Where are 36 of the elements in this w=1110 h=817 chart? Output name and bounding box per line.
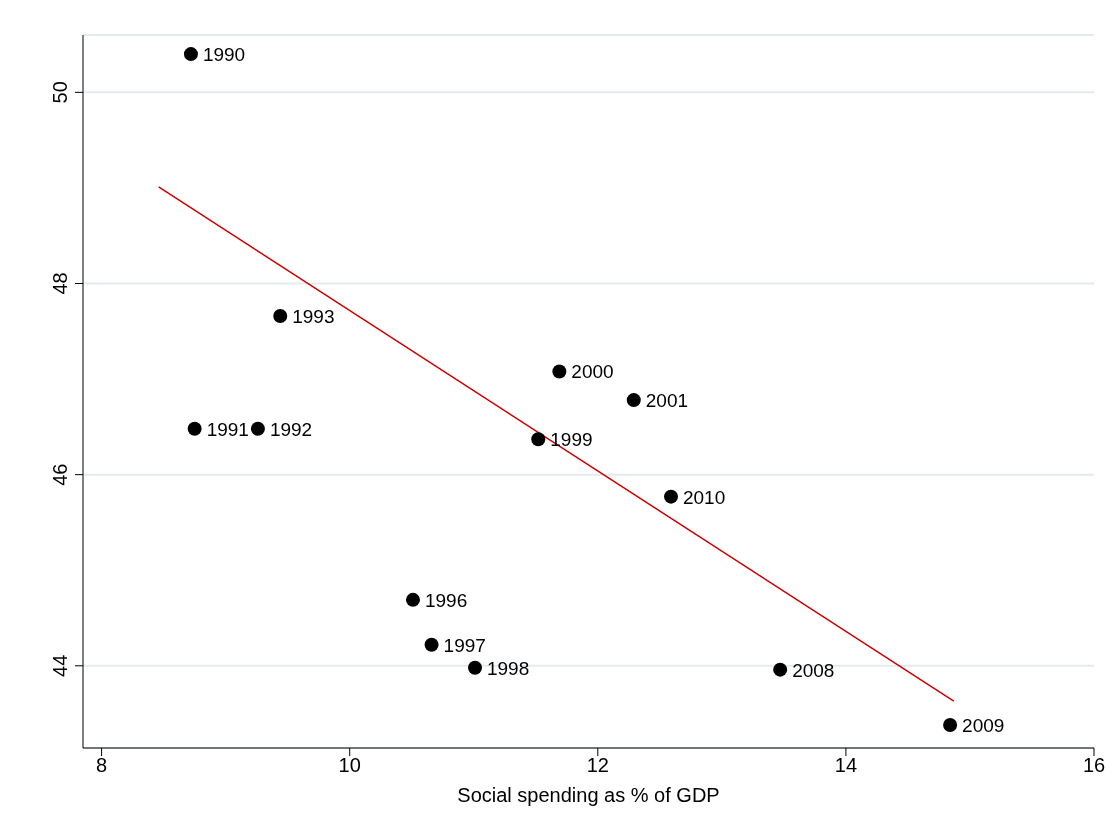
point xyxy=(273,309,288,323)
annotation: 2010 xyxy=(682,486,726,508)
y-tick-label: 46 xyxy=(49,463,71,486)
annotation: 1996 xyxy=(424,589,468,611)
point xyxy=(943,718,958,733)
point xyxy=(250,421,265,436)
y-tick-label: 44 xyxy=(49,654,71,677)
point xyxy=(773,662,788,677)
annotation: 1991 xyxy=(206,418,249,440)
annotation: 1990 xyxy=(202,44,246,66)
annotation: 1998 xyxy=(487,657,530,679)
point xyxy=(405,592,420,607)
point xyxy=(663,489,678,504)
annotation: 1997 xyxy=(443,634,486,656)
annotation: 1999 xyxy=(550,429,593,451)
annotation: 1993 xyxy=(292,305,335,327)
annotation: 2008 xyxy=(792,659,835,681)
annotation: 2001 xyxy=(645,390,689,412)
y-tick-label: 50 xyxy=(49,81,71,104)
x-tick-label: 8 xyxy=(96,754,108,777)
point xyxy=(183,47,198,62)
x-tick-label: 16 xyxy=(1082,754,1106,777)
point xyxy=(468,660,482,675)
x-tick-label: 12 xyxy=(586,754,609,777)
point xyxy=(626,393,641,408)
x-axis-title: Social spending as % of GDP xyxy=(457,784,720,806)
x-tick-label: 10 xyxy=(338,754,361,777)
point xyxy=(531,432,546,447)
x-tick-label: 14 xyxy=(834,754,858,777)
point xyxy=(187,421,202,436)
annotation: 1992 xyxy=(269,418,313,440)
annotation: 2000 xyxy=(571,361,614,383)
annotation: 2009 xyxy=(962,715,1005,737)
point xyxy=(424,637,439,652)
y-tick-label: 48 xyxy=(49,272,71,295)
point xyxy=(552,364,567,379)
